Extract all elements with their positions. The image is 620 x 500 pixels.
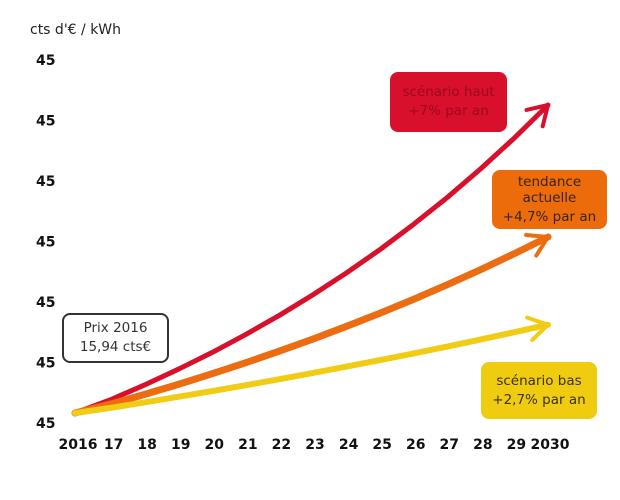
y-axis-label: cts d'€ / kWh [30,22,122,38]
x-tick-label: 2016 [59,437,98,453]
arrowhead-0 [524,103,550,129]
x-tick-label: 22 [272,437,291,453]
x-tick-label: 17 [104,437,123,453]
trend-annotation: tendance actuelle +4,7% par an [492,170,607,229]
low-label: scénario bas [496,372,582,389]
y-tick-label: 45 [36,416,55,432]
y-tick-label: 45 [36,114,55,130]
x-tick-label: 21 [238,437,257,453]
x-tick-label: 26 [406,437,425,453]
arrowhead-2 [525,315,550,343]
start-label: Prix 2016 [83,320,148,336]
trend-label-1: tendance [517,174,582,190]
series-line-1 [71,233,552,417]
high-scenario-annotation: scénario haut +7% par an [390,72,507,132]
y-tick-label: 45 [36,356,55,372]
x-tick-label: 27 [440,437,459,453]
x-tick-label: 29 [507,437,526,453]
series-line-2 [72,321,551,416]
x-tick-label: 28 [473,437,492,453]
y-tick-label: 45 [36,53,55,69]
x-tick-label: 20 [205,437,225,453]
trend-growth: +4,7% par an [502,209,597,225]
x-tick-label: 18 [137,437,156,453]
y-tick-label: 45 [36,235,55,251]
y-tick-label: 45 [36,174,55,190]
series-line-0 [72,102,551,416]
x-tick-label: 23 [305,437,324,453]
x-tick-label: 19 [171,437,190,453]
x-tick-label: 2030 [531,437,570,453]
x-tick-label: 25 [372,437,391,453]
trend-label-2: actuelle [522,190,577,206]
y-tick-label: 45 [36,295,55,311]
low-growth: +2,7% par an [492,391,586,408]
arrowhead-1 [524,232,550,258]
high-label: scénario haut [402,84,495,100]
start-value: 15,94 cts€ [79,339,152,355]
x-tick-label: 24 [339,437,359,453]
start-price-annotation: Prix 2016 15,94 cts€ [62,313,169,363]
low-scenario-annotation: scénario bas +2,7% par an [481,362,597,419]
high-growth: +7% par an [408,103,489,119]
